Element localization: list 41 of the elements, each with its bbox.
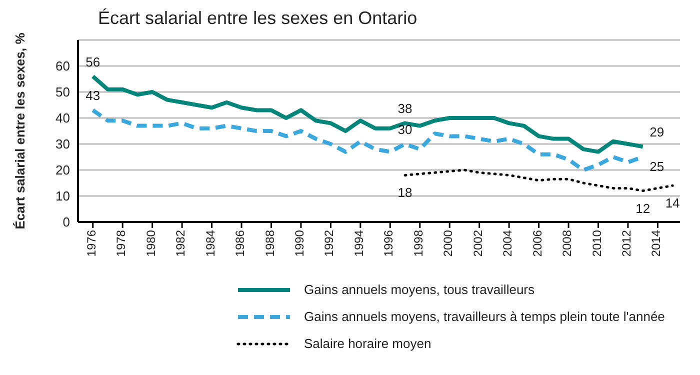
x-tick-label: 1978	[114, 230, 128, 257]
x-tick-label: 2006	[530, 230, 544, 257]
y-tick-label: 40	[56, 110, 70, 126]
data-label: 12	[636, 200, 650, 216]
x-tick-label: 2008	[560, 230, 574, 257]
x-tick-label: 2012	[619, 230, 634, 257]
chart-title: Écart salarial entre les sexes en Ontario	[98, 8, 418, 30]
data-label: 18	[398, 185, 412, 200]
data-label: 38	[398, 101, 412, 116]
x-tick-label: 2014	[649, 230, 664, 257]
data-label: 30	[398, 122, 412, 137]
x-tick-label: 1994	[352, 230, 366, 257]
x-tick-label: 1992	[322, 230, 336, 257]
legend-label: Salaire horaire moyen	[304, 336, 432, 351]
y-tick-label: 10	[56, 188, 70, 204]
x-tick-label: 2002	[470, 230, 485, 257]
legend-label: Gains annuels moyens, travailleurs à temps plein toute l'année	[304, 309, 665, 324]
y-tick-label: 50	[56, 84, 70, 100]
x-tick-label: 1984	[203, 230, 218, 257]
x-tick-label: 1996	[382, 230, 396, 257]
x-tick-label: 1998	[411, 230, 426, 257]
legend-label: Gains annuels moyens, tous travailleurs	[304, 282, 535, 297]
y-axis-title: Écart salarial entre les sexes, %	[12, 32, 28, 230]
y-tick-label: 60	[56, 58, 70, 74]
data-label: 43	[86, 88, 100, 104]
y-tick-label: 20	[56, 162, 70, 178]
x-tick-label: 1986	[233, 230, 248, 257]
x-tick-label: 1976	[84, 230, 98, 257]
data-label: 25	[650, 159, 664, 174]
y-tick-label: 0	[62, 214, 70, 230]
x-tick-label: 1988	[262, 230, 277, 257]
x-tick-label: 1980	[144, 230, 158, 257]
x-tick-label: 2004	[500, 230, 515, 257]
x-tick-label: 1990	[292, 230, 306, 257]
y-tick-label: 30	[56, 136, 70, 152]
data-label: 14	[665, 196, 680, 211]
x-tick-label: 1982	[174, 230, 188, 257]
x-tick-label: 2000	[441, 230, 456, 257]
data-label: 29	[650, 124, 664, 140]
data-label: 56	[86, 54, 100, 70]
x-tick-label: 2010	[590, 230, 604, 257]
